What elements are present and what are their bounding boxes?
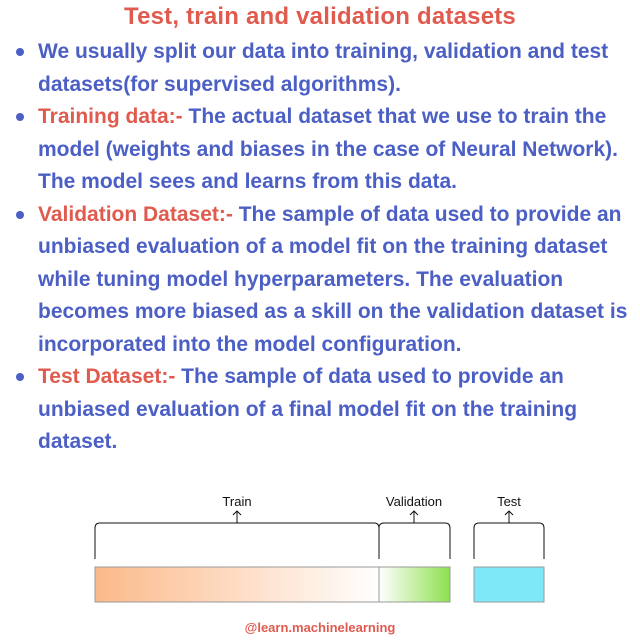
bullet-term: Training data:- bbox=[38, 105, 183, 128]
validation-arrow bbox=[409, 510, 419, 523]
validation-label: Validation bbox=[386, 494, 442, 509]
bullet-item-overview: We usually split our data into training,… bbox=[14, 36, 632, 101]
test-bar bbox=[473, 566, 545, 603]
dataset-split-diagram: Train Validation Test bbox=[94, 494, 545, 603]
bullet-text: The sample of data used to provide an un… bbox=[38, 365, 578, 453]
train-brace bbox=[94, 522, 380, 559]
test-brace bbox=[473, 522, 545, 559]
bullet-text: The actual dataset that we use to train … bbox=[38, 105, 618, 193]
bullet-text: We usually split our data into training,… bbox=[38, 40, 609, 96]
bullet-item-training: Training data:- The actual dataset that … bbox=[14, 101, 632, 199]
validation-bar bbox=[378, 566, 451, 603]
footer-handle: @learn.machinelearning bbox=[244, 620, 396, 635]
test-arrow bbox=[504, 510, 514, 523]
bullet-term: Validation Dataset:- bbox=[38, 202, 233, 226]
train-bar bbox=[94, 566, 380, 603]
bullet-item-validation: Validation Dataset:- The sample of data … bbox=[14, 199, 632, 362]
validation-brace bbox=[378, 522, 451, 559]
bullet-list: We usually split our data into training,… bbox=[14, 36, 632, 459]
bullet-text: The sample of data used to provide an un… bbox=[38, 202, 628, 356]
bullet-term: Test Dataset:- bbox=[38, 365, 176, 388]
train-arrow bbox=[232, 510, 242, 523]
test-label: Test bbox=[497, 494, 521, 509]
bullet-item-test: Test Dataset:- The sample of data used t… bbox=[14, 361, 632, 459]
train-label: Train bbox=[222, 494, 251, 509]
page-title: Test, train and validation datasets bbox=[124, 3, 516, 30]
